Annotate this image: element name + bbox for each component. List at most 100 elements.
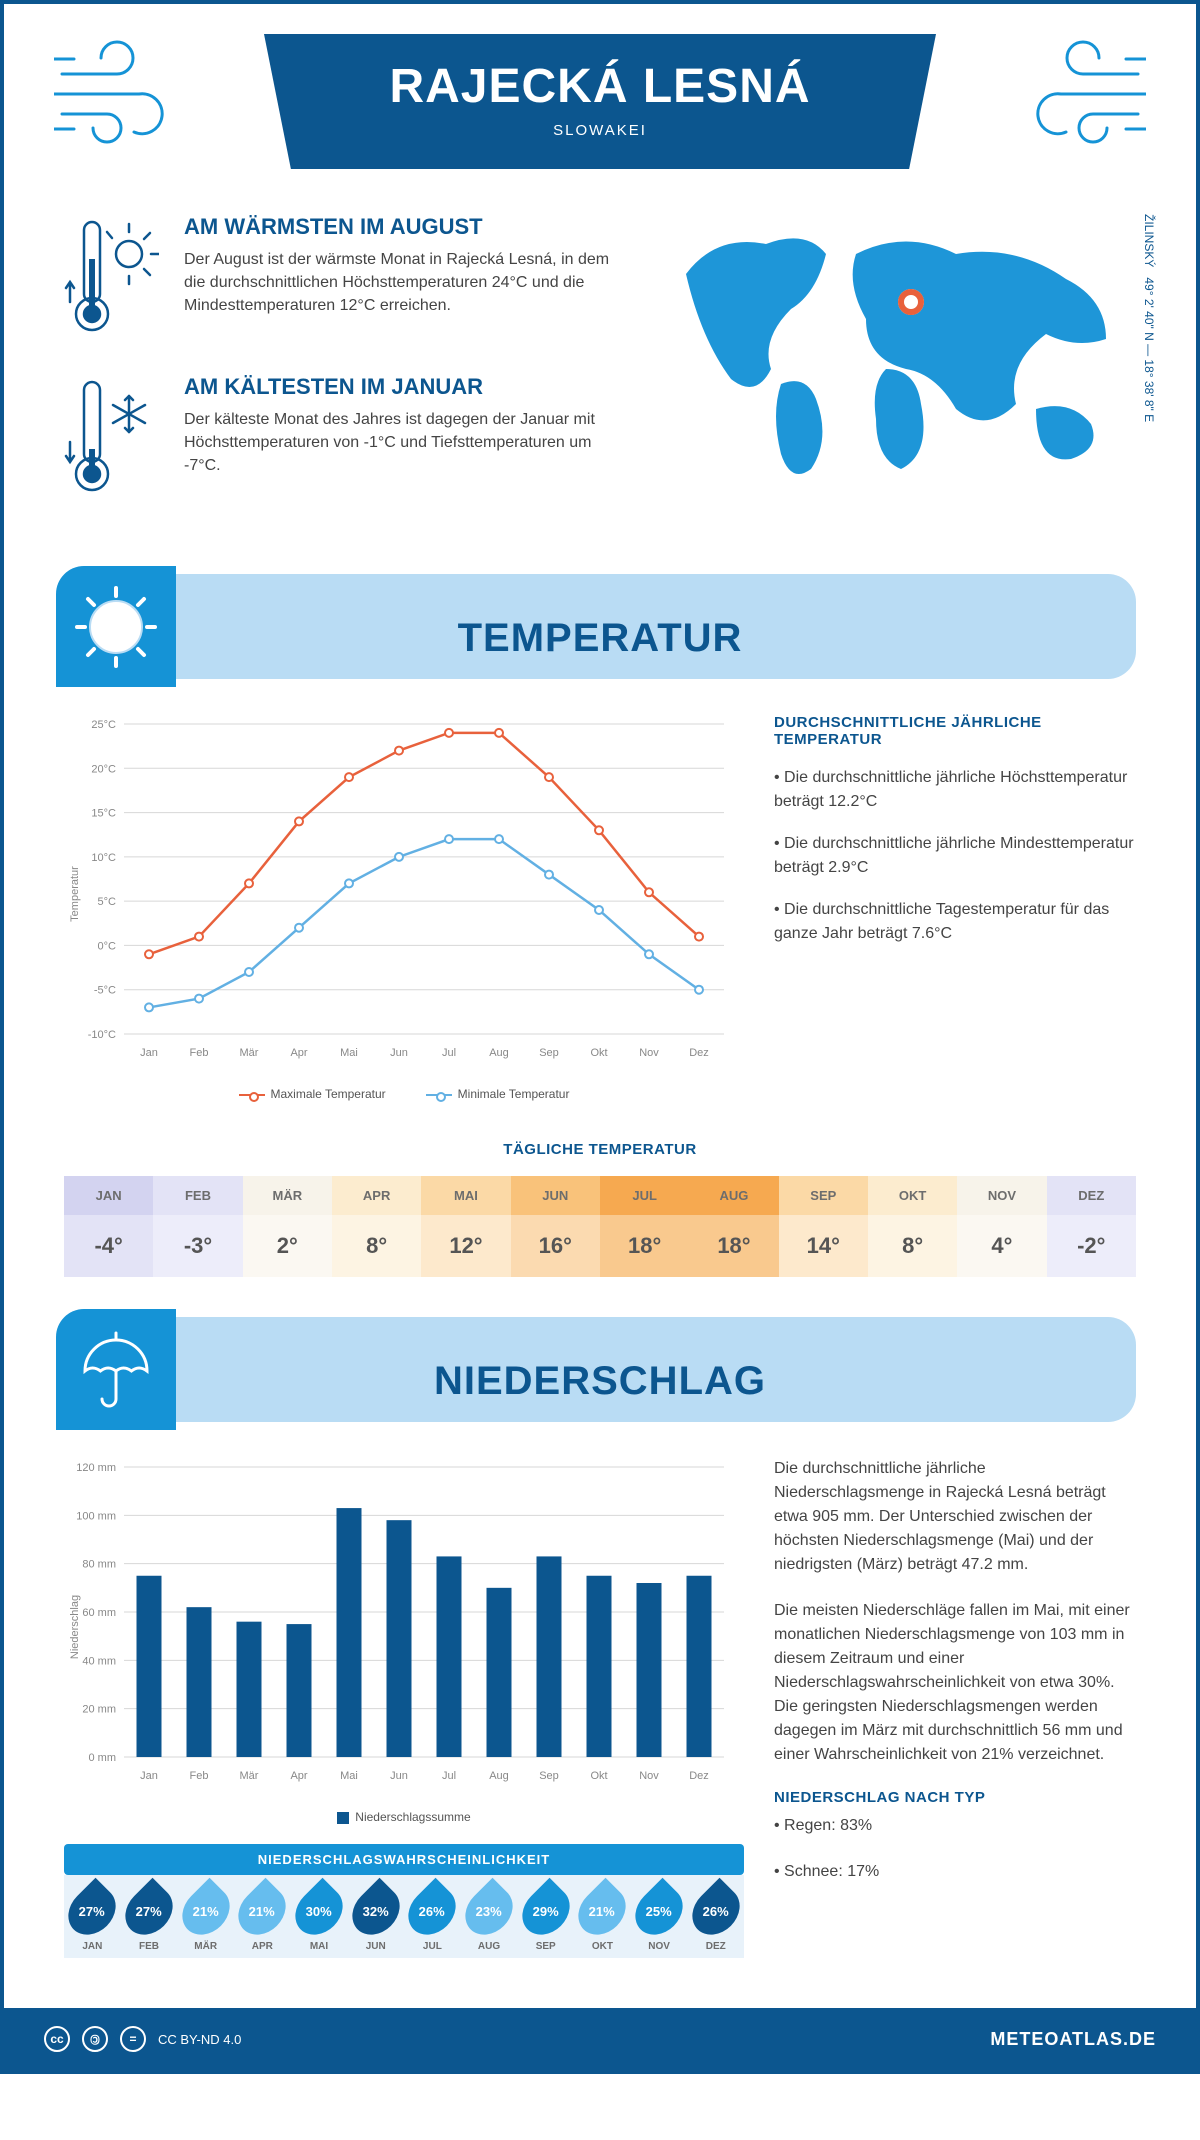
prob-cell: 26%DEZ: [687, 1875, 744, 1958]
svg-text:Nov: Nov: [639, 1047, 659, 1059]
temp-summary-title: DURCHSCHNITTLICHE JÄHRLICHE TEMPERATUR: [774, 714, 1136, 748]
svg-text:Okt: Okt: [590, 1047, 607, 1059]
daily-cell: APR8°: [332, 1176, 421, 1277]
svg-text:Sep: Sep: [539, 1770, 559, 1782]
intro-section: AM WÄRMSTEN IM AUGUST Der August ist der…: [4, 204, 1196, 564]
daily-cell: NOV4°: [957, 1176, 1046, 1277]
svg-text:80 mm: 80 mm: [82, 1559, 116, 1571]
temperature-legend: Maximale TemperaturMinimale Temperatur: [64, 1087, 744, 1101]
by-icon: 🄯: [82, 2026, 108, 2052]
prob-cell: 30%MAI: [291, 1875, 348, 1958]
section-banner-temperature: TEMPERATUR: [64, 574, 1136, 679]
daily-cell: JUN16°: [511, 1176, 600, 1277]
svg-text:Feb: Feb: [190, 1047, 209, 1059]
svg-text:0°C: 0°C: [98, 940, 117, 952]
prob-cell: 23%AUG: [461, 1875, 518, 1958]
prob-cell: 26%JUL: [404, 1875, 461, 1958]
daily-cell: OKT8°: [868, 1176, 957, 1277]
svg-text:Mär: Mär: [240, 1770, 259, 1782]
svg-text:Feb: Feb: [190, 1770, 209, 1782]
svg-text:Niederschlag: Niederschlag: [69, 1595, 81, 1659]
svg-text:Temperatur: Temperatur: [69, 866, 81, 922]
prob-cell: 27%JAN: [64, 1875, 121, 1958]
wind-icon-left: [54, 39, 204, 149]
prob-cell: 25%NOV: [631, 1875, 688, 1958]
svg-text:10°C: 10°C: [91, 852, 116, 864]
precip-summary: Die durchschnittliche jährliche Niedersc…: [774, 1457, 1136, 1958]
temp-bullet: • Die durchschnittliche Tagestemperatur …: [774, 898, 1136, 946]
infographic-page: RAJECKÁ LESNÁ SLOWAKEI: [0, 0, 1200, 2074]
daily-cell: SEP14°: [779, 1176, 868, 1277]
svg-text:Jan: Jan: [140, 1770, 158, 1782]
footer-license: cc 🄯 = CC BY-ND 4.0: [44, 2026, 241, 2052]
svg-text:-5°C: -5°C: [94, 985, 116, 997]
temperature-area: -10°C -5°C 0°C 5°C 10°C 15°C 20°C 25°C Jan Feb Mär…: [4, 714, 1196, 1131]
svg-text:Mär: Mär: [240, 1047, 259, 1059]
daily-cell: MAI12°: [421, 1176, 510, 1277]
section-title-temperature: TEMPERATUR: [64, 616, 1136, 679]
precip-area: 0 mm 20 mm 40 mm 60 mm 80 mm 100 mm 120 mm Jan F…: [4, 1457, 1196, 1988]
header: RAJECKÁ LESNÁ SLOWAKEI: [4, 4, 1196, 204]
svg-text:60 mm: 60 mm: [82, 1607, 116, 1619]
wind-icon-right: [996, 39, 1146, 149]
precip-para-1: Die durchschnittliche jährliche Niedersc…: [774, 1457, 1136, 1577]
svg-text:Mai: Mai: [340, 1047, 358, 1059]
svg-text:Apr: Apr: [290, 1770, 307, 1782]
page-title: RAJECKÁ LESNÁ: [284, 59, 916, 114]
daily-temp-title: TÄGLICHE TEMPERATUR: [4, 1141, 1196, 1158]
svg-text:Apr: Apr: [290, 1047, 307, 1059]
intro-facts: AM WÄRMSTEN IM AUGUST Der August ist der…: [64, 214, 616, 534]
svg-text:20 mm: 20 mm: [82, 1704, 116, 1716]
svg-text:Jan: Jan: [140, 1047, 158, 1059]
prob-cell: 32%JUN: [347, 1875, 404, 1958]
warmest-title: AM WÄRMSTEN IM AUGUST: [184, 214, 616, 240]
svg-text:120 mm: 120 mm: [76, 1462, 116, 1474]
temperature-summary: DURCHSCHNITTLICHE JÄHRLICHE TEMPERATUR •…: [774, 714, 1136, 1101]
warmest-text: Der August ist der wärmste Monat in Raje…: [184, 248, 616, 318]
section-title-precip: NIEDERSCHLAG: [64, 1359, 1136, 1422]
coldest-text: Der kälteste Monat des Jahres ist dagege…: [184, 408, 616, 478]
svg-text:Jun: Jun: [390, 1770, 408, 1782]
svg-text:0 mm: 0 mm: [89, 1752, 117, 1764]
section-banner-precip: NIEDERSCHLAG: [64, 1317, 1136, 1422]
world-map: ŽILINSKÝ 49° 2' 40" N — 18° 38' 8" E: [656, 214, 1136, 534]
daily-cell: JAN-4°: [64, 1176, 153, 1277]
footer-site: METEOATLAS.DE: [990, 2029, 1156, 2050]
svg-text:25°C: 25°C: [91, 719, 116, 731]
svg-text:Jul: Jul: [442, 1047, 456, 1059]
daily-cell: MÄR2°: [243, 1176, 332, 1277]
svg-text:Dez: Dez: [689, 1770, 709, 1782]
prob-cell: 27%FEB: [121, 1875, 178, 1958]
umbrella-icon: [56, 1309, 176, 1430]
daily-cell: AUG18°: [689, 1176, 778, 1277]
precip-legend: Niederschlagssumme: [64, 1810, 744, 1824]
daily-temp-strip: JAN-4°FEB-3°MÄR2°APR8°MAI12°JUN16°JUL18°…: [64, 1176, 1136, 1277]
prob-title: NIEDERSCHLAGSWAHRSCHEINLICHKEIT: [64, 1844, 744, 1875]
precip-chart: 0 mm 20 mm 40 mm 60 mm 80 mm 100 mm 120 mm Jan F…: [64, 1457, 744, 1958]
daily-cell: DEZ-2°: [1047, 1176, 1136, 1277]
prob-cell: 21%MÄR: [177, 1875, 234, 1958]
precip-type-title: NIEDERSCHLAG NACH TYP: [774, 1789, 1136, 1806]
fact-coldest: AM KÄLTESTEN IM JANUAR Der kälteste Mona…: [64, 374, 616, 499]
svg-text:20°C: 20°C: [91, 763, 116, 775]
svg-text:Sep: Sep: [539, 1047, 559, 1059]
nd-icon: =: [120, 2026, 146, 2052]
precip-para-2: Die meisten Niederschläge fallen im Mai,…: [774, 1599, 1136, 1767]
title-banner: RAJECKÁ LESNÁ SLOWAKEI: [264, 34, 936, 169]
svg-text:Aug: Aug: [489, 1047, 509, 1059]
prob-cell: 21%OKT: [574, 1875, 631, 1958]
svg-text:5°C: 5°C: [98, 896, 117, 908]
svg-text:15°C: 15°C: [91, 808, 116, 820]
svg-text:-10°C: -10°C: [88, 1029, 116, 1041]
svg-text:Mai: Mai: [340, 1770, 358, 1782]
temperature-chart: -10°C -5°C 0°C 5°C 10°C 15°C 20°C 25°C Jan Feb Mär…: [64, 714, 744, 1101]
svg-text:Nov: Nov: [639, 1770, 659, 1782]
temp-bullet: • Die durchschnittliche jährliche Höchst…: [774, 766, 1136, 814]
thermometer-sun-icon: [64, 214, 159, 339]
svg-text:Dez: Dez: [689, 1047, 709, 1059]
coordinates: ŽILINSKÝ 49° 2' 40" N — 18° 38' 8" E: [1142, 214, 1156, 422]
svg-text:100 mm: 100 mm: [76, 1510, 116, 1522]
precip-type-bullet: • Regen: 83%: [774, 1814, 1136, 1838]
footer: cc 🄯 = CC BY-ND 4.0 METEOATLAS.DE: [4, 2008, 1196, 2070]
svg-text:40 mm: 40 mm: [82, 1655, 116, 1667]
